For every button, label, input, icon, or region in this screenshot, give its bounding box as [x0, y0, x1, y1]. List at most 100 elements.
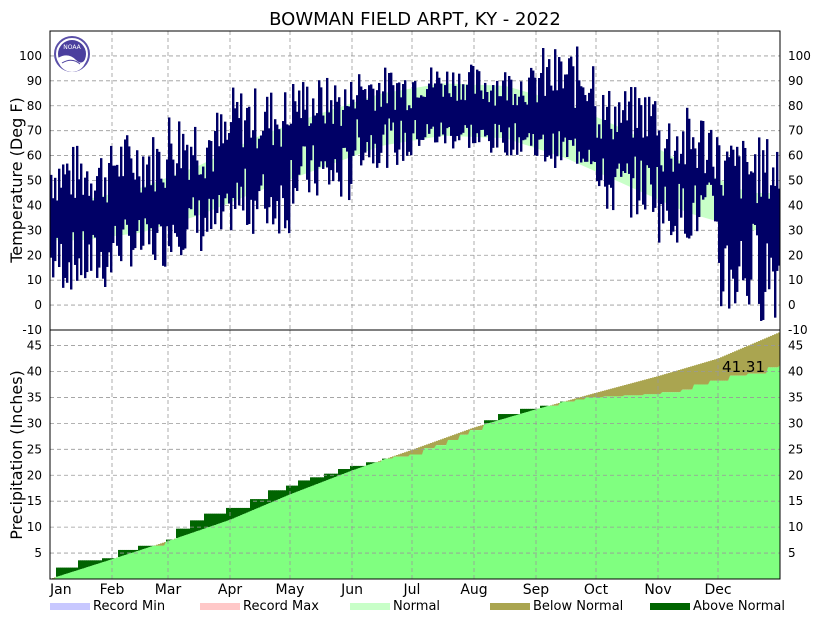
precip-tick-label-left: 30 [27, 416, 42, 430]
temperature-y-ticks: -10 -10 0 0 10 10 20 20 30 30 40 40 50 50 60 60 70 70 80 80… [19, 49, 811, 337]
observed-temp-bar [150, 185, 153, 229]
precip-difference-bar [490, 420, 493, 423]
observed-temp-bar [296, 111, 299, 191]
observed-temp-bar [750, 171, 753, 280]
precip-difference-bar [586, 395, 589, 398]
observed-temp-bar [364, 89, 367, 153]
observed-temp-bar [416, 97, 419, 140]
precip-difference-bar [288, 485, 291, 495]
observed-temp-bar [540, 72, 543, 140]
observed-temp-bar [198, 174, 201, 201]
observed-temp-bar [594, 106, 597, 162]
precip-difference-bar [524, 408, 527, 413]
observed-temp-bar [502, 80, 505, 143]
precip-difference-bar [512, 414, 515, 417]
precip-difference-bar [628, 383, 631, 396]
precip-difference-bar [184, 528, 187, 536]
precip-difference-bar [528, 408, 531, 412]
precip-difference-bar [668, 372, 671, 393]
observed-temp-bar [588, 92, 591, 150]
legend-swatch [200, 603, 240, 610]
precip-difference-bar [678, 370, 681, 393]
precip-difference-bar [502, 414, 505, 420]
observed-temp-bar [358, 74, 361, 138]
temp-tick-label-right: 40 [788, 198, 803, 212]
observed-temp-bar [322, 115, 325, 169]
precip-tick-label-right: 20 [788, 468, 803, 482]
observed-temp-bar [330, 100, 333, 171]
observed-temp-bar [722, 195, 725, 292]
precip-difference-bar [92, 560, 95, 566]
observed-temp-bar [660, 165, 663, 205]
observed-temp-bar [636, 127, 639, 215]
temperature-panel: -10 -10 0 0 10 10 20 20 30 30 40 40 50 50 60 60 70 70 80 80… [7, 31, 811, 337]
observed-temp-bar [772, 167, 775, 272]
observed-temp-bar [50, 174, 53, 258]
precip-difference-bar [462, 431, 465, 435]
observed-temp-bar [278, 129, 281, 234]
observed-temp-bar [448, 93, 451, 128]
observed-temp-bar [66, 163, 69, 283]
observed-temp-bar [190, 146, 193, 210]
precipitation-panel: 5 5 10 10 15 15 20 20 25 25 30 30 35 35 40 40 45 45 Preci… [7, 330, 803, 579]
observed-temp-bar [262, 130, 265, 175]
observed-temp-bar [64, 174, 67, 278]
observed-temp-bar [424, 96, 427, 138]
observed-temp-bar [188, 179, 191, 209]
observed-temp-bar [342, 109, 345, 148]
observed-temp-bar [670, 158, 673, 236]
precip-difference-bar [390, 457, 393, 459]
observed-temp-bar [70, 194, 73, 290]
month-label: Dec [704, 582, 731, 598]
precip-difference-bar [654, 376, 657, 395]
precip-difference-bar [354, 465, 357, 470]
observed-temp-bar [728, 157, 731, 309]
observed-temp-bar [92, 200, 95, 235]
observed-temp-bar [210, 141, 213, 229]
observed-temp-bar [412, 82, 415, 134]
precip-difference-bar [80, 560, 83, 570]
precip-difference-bar [182, 528, 185, 536]
precip-difference-bar [508, 414, 511, 418]
precip-difference-bar [560, 401, 563, 403]
precip-difference-bar [320, 477, 323, 483]
precip-tick-label-right: 35 [788, 390, 803, 404]
observed-temp-bar [630, 87, 633, 218]
precip-difference-bar [134, 549, 137, 552]
precip-difference-bar [454, 434, 457, 440]
precip-difference-bar [712, 360, 715, 381]
observed-temp-bar [374, 110, 377, 144]
precip-difference-bar [64, 567, 67, 575]
precip-difference-bar [352, 465, 355, 471]
observed-temp-bar [736, 146, 739, 292]
precip-difference-bar [316, 477, 319, 485]
observed-temp-bar [140, 192, 143, 250]
temperature-y-axis-label: Temperature (Deg F) [7, 97, 26, 264]
precip-difference-bar [700, 363, 703, 385]
month-label: Nov [644, 582, 671, 598]
precip-difference-bar [212, 513, 215, 526]
precip-difference-bar [100, 560, 103, 563]
observed-temp-bar [174, 175, 177, 234]
observed-temp-bar [162, 182, 165, 266]
precip-difference-bar [676, 370, 679, 393]
observed-temp-bar [592, 66, 595, 162]
observed-temp-bar [622, 110, 625, 172]
precip-difference-bar [156, 544, 159, 546]
precip-difference-bar [642, 380, 645, 396]
precip-difference-bar [128, 549, 131, 554]
observed-temp-bar [288, 125, 291, 234]
observed-temp-bar [524, 102, 527, 140]
temp-tick-label-right: -10 [788, 323, 808, 337]
precip-difference-bar [254, 499, 257, 510]
precip-difference-bar [166, 539, 169, 542]
precip-difference-bar [330, 473, 333, 479]
legend-swatch [350, 603, 390, 610]
precip-difference-bar [404, 452, 407, 457]
precip-difference-bar [200, 520, 203, 530]
observed-temp-bar [710, 129, 713, 185]
precip-difference-bar [452, 435, 455, 440]
precip-difference-bar [776, 333, 779, 368]
precip-difference-bar [130, 549, 133, 554]
precip-difference-bar [460, 432, 463, 435]
